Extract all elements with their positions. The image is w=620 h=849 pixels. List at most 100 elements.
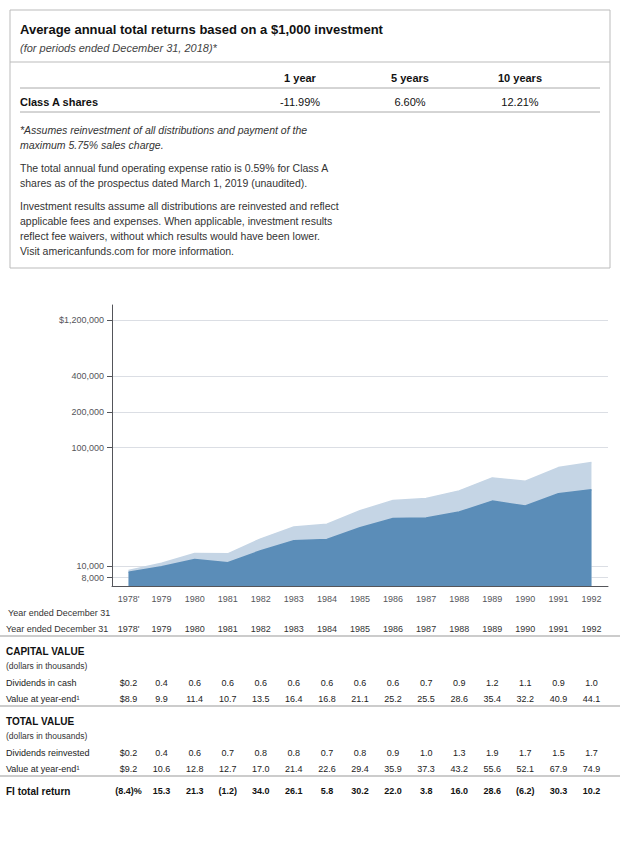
svg-text:28.6: 28.6	[450, 694, 468, 704]
svg-text:1983: 1983	[284, 624, 304, 634]
svg-text:1988: 1988	[449, 624, 469, 634]
svg-text:Value at year-end¹: Value at year-end¹	[6, 694, 79, 704]
svg-text:26.1: 26.1	[285, 786, 303, 796]
svg-text:1991: 1991	[548, 624, 568, 634]
svg-text:21.1: 21.1	[351, 694, 369, 704]
svg-text:22.0: 22.0	[384, 786, 402, 796]
svg-text:25.2: 25.2	[384, 694, 402, 704]
svg-text:3.8: 3.8	[420, 786, 433, 796]
svg-text:28.6: 28.6	[484, 786, 502, 796]
svg-text:1982: 1982	[251, 624, 271, 634]
svg-text:21.4: 21.4	[285, 764, 303, 774]
svg-text:12.7: 12.7	[219, 764, 237, 774]
svg-text:0.7: 0.7	[420, 678, 433, 688]
svg-text:1.3: 1.3	[453, 748, 466, 758]
svg-text:1984: 1984	[317, 624, 337, 634]
svg-text:CAPITAL VALUE: CAPITAL VALUE	[6, 646, 85, 657]
svg-text:1.0: 1.0	[585, 678, 598, 688]
svg-text:Year ended December 31: Year ended December 31	[6, 624, 108, 634]
svg-text:1989: 1989	[482, 624, 502, 634]
svg-text:0.6: 0.6	[321, 678, 334, 688]
svg-text:1981: 1981	[218, 624, 238, 634]
svg-text:1991: 1991	[548, 594, 568, 604]
svg-text:0.6: 0.6	[188, 678, 201, 688]
svg-text:200,000: 200,000	[71, 407, 104, 417]
svg-text:10 years: 10 years	[498, 72, 542, 84]
svg-text:(dollars in thousands): (dollars in thousands)	[6, 731, 87, 741]
svg-text:11.4: 11.4	[186, 694, 203, 704]
svg-text:37.3: 37.3	[417, 764, 435, 774]
svg-text:Average annual total returns b: Average annual total returns based on a …	[20, 22, 384, 37]
svg-text:0.9: 0.9	[552, 678, 565, 688]
svg-text:1.2: 1.2	[486, 678, 499, 688]
svg-text:1982: 1982	[251, 594, 271, 604]
svg-text:44.1: 44.1	[583, 694, 601, 704]
svg-text:8,000: 8,000	[81, 573, 104, 583]
svg-text:1986: 1986	[383, 594, 403, 604]
svg-text:1985: 1985	[350, 594, 370, 604]
svg-text:0.6: 0.6	[288, 678, 301, 688]
svg-text:maximum 5.75% sales charge.: maximum 5.75% sales charge.	[20, 139, 164, 151]
svg-text:1979: 1979	[152, 594, 172, 604]
svg-text:Dividends reinvested: Dividends reinvested	[6, 748, 90, 758]
svg-text:(8.4)%: (8.4)%	[115, 786, 142, 796]
svg-text:1992: 1992	[581, 624, 601, 634]
svg-text:1990: 1990	[515, 594, 535, 604]
svg-text:Investment results assume all: Investment results assume all distributi…	[20, 200, 339, 212]
svg-text:13.5: 13.5	[252, 694, 270, 704]
svg-text:(6.2): (6.2)	[516, 786, 535, 796]
svg-text:40.9: 40.9	[550, 694, 568, 704]
svg-text:22.6: 22.6	[318, 764, 336, 774]
svg-text:$0.2: $0.2	[120, 748, 138, 758]
svg-text:0.6: 0.6	[255, 678, 268, 688]
svg-text:$1,200,000: $1,200,000	[59, 315, 104, 325]
svg-text:0.6: 0.6	[387, 678, 400, 688]
svg-text:17.0: 17.0	[252, 764, 270, 774]
svg-text:1985: 1985	[350, 624, 370, 634]
svg-text:0.6: 0.6	[188, 748, 201, 758]
svg-text:1990: 1990	[515, 624, 535, 634]
svg-text:43.2: 43.2	[450, 764, 468, 774]
svg-text:100,000: 100,000	[71, 443, 104, 453]
svg-text:1.7: 1.7	[519, 748, 532, 758]
svg-text:55.6: 55.6	[484, 764, 502, 774]
svg-text:10,000: 10,000	[76, 561, 104, 571]
svg-text:1986: 1986	[383, 624, 403, 634]
svg-text:5 years: 5 years	[391, 72, 429, 84]
svg-text:1989: 1989	[482, 594, 502, 604]
svg-text:Year ended December 31: Year ended December 31	[8, 608, 110, 618]
svg-text:1978ʹ: 1978ʹ	[118, 594, 140, 604]
svg-text:1987: 1987	[416, 594, 436, 604]
svg-text:34.0: 34.0	[252, 786, 270, 796]
svg-text:reflect fee waivers, without w: reflect fee waivers, without which resul…	[20, 230, 320, 242]
svg-text:10.2: 10.2	[583, 786, 601, 796]
svg-text:400,000: 400,000	[71, 371, 104, 381]
svg-text:16.0: 16.0	[450, 786, 468, 796]
svg-text:1.9: 1.9	[486, 748, 499, 758]
svg-text:0.6: 0.6	[221, 678, 234, 688]
svg-text:Dividends in cash: Dividends in cash	[6, 678, 77, 688]
svg-text:10.6: 10.6	[153, 764, 171, 774]
svg-text:52.1: 52.1	[517, 764, 535, 774]
svg-text:0.4: 0.4	[155, 678, 168, 688]
svg-text:0.8: 0.8	[255, 748, 268, 758]
svg-text:10.7: 10.7	[219, 694, 237, 704]
svg-text:Visit americanfunds.com for mo: Visit americanfunds.com for more informa…	[20, 245, 234, 257]
svg-text:35.4: 35.4	[484, 694, 502, 704]
svg-text:1978ʹ: 1978ʹ	[118, 624, 140, 634]
svg-text:*Assumes reinvestment of all d: *Assumes reinvestment of all distributio…	[20, 124, 307, 136]
svg-text:applicable fees and expenses.: applicable fees and expenses. When appli…	[20, 215, 332, 227]
svg-text:1.0: 1.0	[420, 748, 433, 758]
svg-text:TOTAL VALUE: TOTAL VALUE	[6, 716, 74, 727]
svg-text:25.5: 25.5	[417, 694, 435, 704]
svg-text:The total annual fund operatin: The total annual fund operating expense …	[20, 162, 328, 174]
svg-text:30.3: 30.3	[550, 786, 568, 796]
svg-text:16.4: 16.4	[285, 694, 303, 704]
svg-text:1980: 1980	[185, 624, 205, 634]
svg-text:0.6: 0.6	[354, 678, 367, 688]
svg-text:67.9: 67.9	[550, 764, 568, 774]
svg-text:35.9: 35.9	[384, 764, 402, 774]
svg-text:(for periods ended December 31: (for periods ended December 31, 2018)*	[20, 42, 218, 54]
svg-text:32.2: 32.2	[517, 694, 535, 704]
svg-text:1979: 1979	[152, 624, 172, 634]
